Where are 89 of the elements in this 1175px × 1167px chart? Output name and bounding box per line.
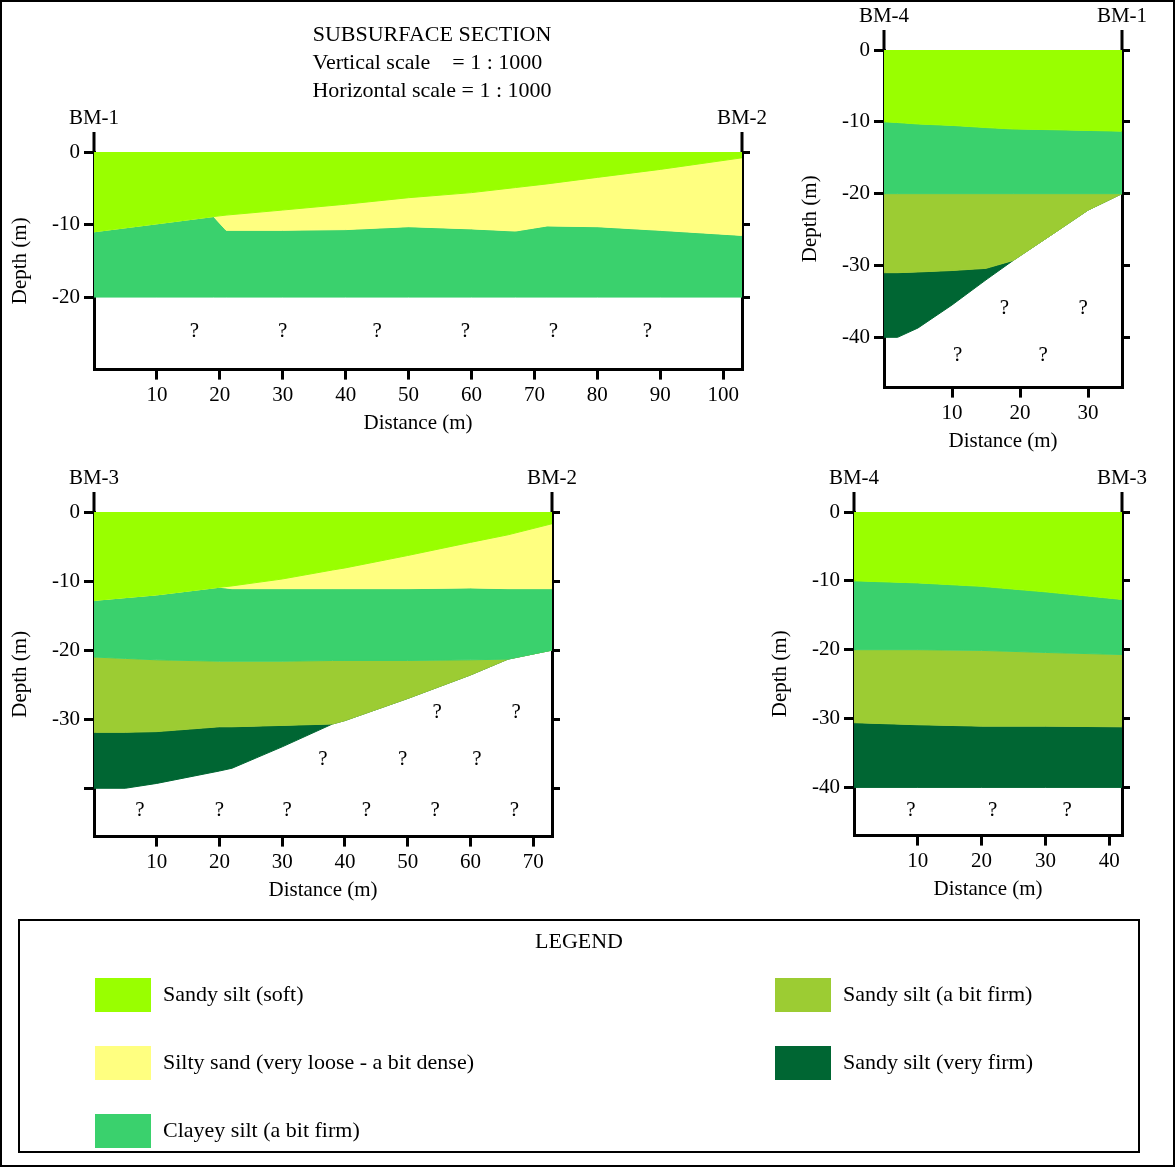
text: BM-2: [526, 464, 578, 489]
y-axis-title: Depth (m): [797, 175, 822, 263]
text: BM-3: [68, 464, 120, 489]
x-axis-title: Distance (m): [948, 427, 1058, 452]
annotation: ?: [1038, 341, 1048, 366]
x-tick-label: 100: [707, 381, 739, 406]
annotation: ?: [509, 796, 520, 821]
annotation: ?: [642, 318, 653, 343]
y-tick-label: 0: [829, 498, 840, 523]
y-tick-label: -10: [52, 211, 80, 236]
text: BM-2: [716, 104, 768, 129]
annotation: ?: [282, 796, 292, 821]
y-axis-title: Depth (m): [7, 217, 32, 305]
x-tick-label: 10: [146, 848, 168, 873]
legend-label: Clayey silt (a bit firm): [163, 1116, 360, 1142]
annotation: ?: [361, 796, 372, 821]
y-tick-label: -20: [812, 636, 840, 661]
x-tick-label: 40: [335, 381, 357, 406]
annotation: ?: [1062, 797, 1072, 822]
y-axis-title: Depth (m): [7, 630, 32, 718]
y-tick-label: -20: [52, 283, 80, 308]
x-tick-label: 20: [971, 847, 993, 872]
text: BM-3: [1096, 464, 1148, 489]
annotation: ?: [372, 318, 382, 343]
text: BM-1: [68, 104, 120, 129]
text: BM-4: [858, 2, 910, 27]
x-tick-label: 70: [523, 381, 545, 406]
x-tick-label: 30: [271, 848, 293, 873]
y-tick-label: -10: [52, 567, 80, 592]
annotation: ?: [952, 341, 963, 366]
x-tick-label: 80: [586, 381, 608, 406]
x-tick-label: 10: [941, 399, 963, 424]
annotation: ?: [398, 745, 408, 770]
y-tick-label: 0: [859, 36, 870, 61]
y-tick-label: -40: [842, 323, 870, 348]
annotation: ?: [472, 745, 482, 770]
x-axis-title: Distance (m): [363, 409, 473, 434]
x-tick-label: 30: [1077, 399, 1099, 424]
y-tick-label: -40: [812, 773, 840, 798]
y-tick-label: -10: [812, 567, 840, 592]
annotation: ?: [906, 797, 916, 822]
y-tick-label: -30: [842, 252, 870, 276]
x-tick-label: 40: [334, 848, 356, 873]
x-tick-label: 40: [1098, 847, 1120, 872]
legend-label: Silty sand (very loose - a bit dense): [163, 1048, 474, 1074]
text: BM-1: [1096, 2, 1148, 27]
x-tick-label: 10: [146, 381, 168, 406]
x-tick-label: 20: [1009, 399, 1031, 424]
legend-title: LEGEND: [535, 927, 623, 953]
x-axis-title: Distance (m): [268, 876, 378, 901]
annotation: ?: [548, 318, 559, 343]
x-tick-label: 20: [208, 848, 230, 873]
x-tick-label: 50: [398, 381, 420, 406]
annotation: ?: [277, 318, 288, 343]
annotation: ?: [318, 745, 328, 770]
y-tick-label: 0: [69, 498, 80, 523]
annotation: ?: [460, 318, 470, 343]
legend-label: Sandy silt (a bit firm): [843, 980, 1033, 1006]
x-tick-label: 70: [522, 848, 544, 873]
annotation: ?: [189, 318, 200, 343]
y-tick-label: 0: [69, 138, 80, 163]
y-tick-label: -20: [842, 180, 870, 205]
annotation: ?: [430, 796, 440, 821]
annotation: ?: [432, 698, 442, 723]
x-tick-label: 60: [460, 381, 482, 406]
y-tick-label: -10: [842, 108, 870, 133]
x-tick-label: 90: [649, 381, 671, 406]
y-tick-label: -30: [52, 705, 80, 730]
annotation: ?: [511, 698, 521, 723]
annotation: ?: [1078, 295, 1088, 320]
x-tick-label: 10: [907, 847, 929, 872]
y-tick-label: -30: [812, 705, 840, 730]
x-tick-label: 20: [209, 381, 231, 406]
legend-label: Sandy silt (very firm): [843, 1048, 1034, 1074]
annotation: ?: [999, 295, 1010, 320]
annotation: ?: [135, 796, 145, 821]
y-axis-title: Depth (m): [767, 630, 792, 718]
chart-title: SUBSURFACE SECTION: [311, 20, 553, 48]
text: BM-4: [828, 464, 880, 489]
y-tick-label: -20: [52, 636, 80, 661]
x-tick-label: 50: [397, 848, 419, 873]
chart-subtitle: Vertical scale = 1 : 1000 Horizontal scale = 1 : 1000: [312, 48, 552, 104]
x-tick-label: 60: [459, 848, 481, 873]
annotation: ?: [214, 796, 225, 821]
x-axis-title: Distance (m): [933, 875, 1043, 900]
legend-label: Sandy silt (soft): [163, 980, 304, 1006]
x-tick-label: 30: [1034, 847, 1056, 872]
annotation: ?: [987, 797, 998, 822]
x-tick-label: 30: [272, 381, 294, 406]
